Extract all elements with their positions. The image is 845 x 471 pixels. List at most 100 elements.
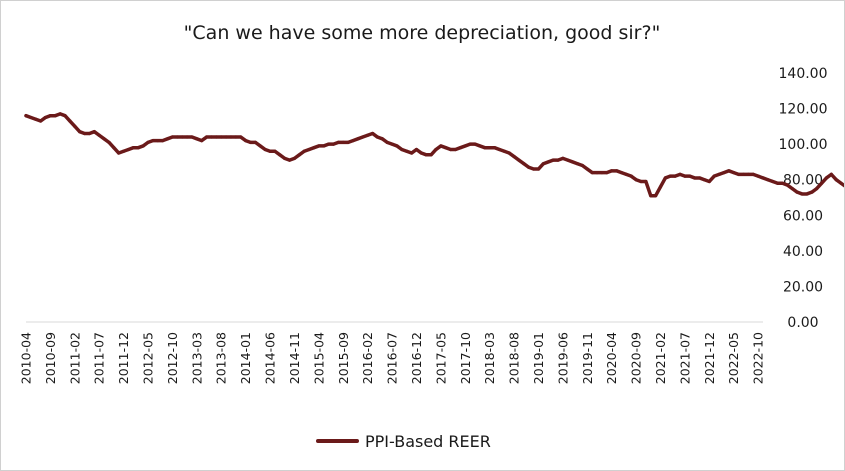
data-point — [507, 151, 511, 155]
data-point — [253, 140, 257, 144]
x-tick-label: 2011-12 — [116, 332, 131, 384]
data-point — [122, 149, 126, 153]
data-point — [600, 171, 604, 175]
legend: PPI-Based REER — [316, 432, 491, 451]
data-point — [405, 149, 409, 153]
data-point — [556, 158, 560, 162]
data-point — [370, 131, 375, 136]
data-point — [497, 147, 502, 152]
y-tick-label: 80.00 — [783, 173, 823, 189]
data-point — [683, 174, 687, 178]
data-point — [829, 172, 833, 176]
x-tick-label: 2021-12 — [702, 332, 717, 384]
data-point — [673, 174, 677, 178]
legend-label: PPI-Based REER — [365, 432, 491, 451]
data-point — [180, 135, 184, 139]
data-point — [24, 114, 28, 118]
data-point — [239, 135, 243, 139]
chart-title: "Can we have some more depreciation, goo… — [184, 22, 661, 44]
x-tick-label: 2013-03 — [189, 332, 204, 384]
data-point — [839, 181, 843, 185]
data-point — [492, 146, 497, 150]
data-point — [248, 140, 253, 144]
data-point — [58, 112, 62, 116]
data-point — [756, 174, 760, 178]
data-point — [707, 179, 711, 184]
data-point — [473, 142, 477, 146]
data-point — [224, 135, 228, 139]
data-point — [209, 135, 214, 139]
data-point — [190, 135, 194, 139]
data-point — [380, 137, 384, 141]
data-point — [624, 172, 628, 176]
data-point — [712, 174, 716, 178]
data-point — [73, 124, 77, 128]
data-point — [331, 142, 336, 146]
data-point — [366, 133, 370, 137]
data-point — [741, 172, 746, 176]
data-point — [785, 183, 790, 187]
data-point — [131, 146, 135, 150]
data-point — [97, 133, 101, 137]
data-point — [361, 135, 365, 139]
data-point — [449, 147, 453, 152]
data-point — [512, 154, 516, 159]
data-point — [595, 171, 599, 175]
data-point — [87, 131, 92, 136]
x-tick-label: 2015-09 — [336, 332, 351, 384]
x-tick-label: 2014-06 — [263, 332, 278, 384]
data-point — [800, 192, 804, 196]
x-tick-label: 2018-08 — [507, 332, 522, 384]
data-point — [605, 171, 609, 175]
data-point — [746, 172, 750, 176]
data-point — [219, 135, 223, 139]
data-point — [195, 137, 199, 141]
x-tick-label: 2017-10 — [458, 332, 473, 384]
data-point — [805, 192, 809, 196]
x-tick-label: 2019-11 — [580, 332, 595, 384]
data-point — [229, 135, 233, 139]
data-point — [658, 185, 663, 189]
data-point — [327, 142, 331, 146]
y-tick-label: 120.00 — [779, 102, 828, 118]
data-point — [527, 165, 531, 169]
data-point — [92, 130, 96, 134]
data-point — [727, 169, 731, 173]
x-tick-label: 2016-07 — [385, 332, 400, 384]
y-tick-label: 20.00 — [783, 279, 823, 295]
data-point — [517, 158, 521, 162]
data-point — [307, 147, 311, 152]
data-point — [824, 176, 829, 180]
data-point — [117, 151, 121, 155]
x-tick-label: 2016-12 — [409, 332, 424, 384]
x-tick-label: 2017-05 — [433, 332, 448, 384]
data-point — [204, 135, 209, 139]
data-point — [156, 138, 160, 143]
x-tick-label: 2020-04 — [604, 332, 619, 384]
data-point — [424, 153, 428, 157]
data-point — [200, 138, 204, 143]
data-point — [136, 146, 140, 150]
data-point — [414, 147, 419, 152]
x-tick-label: 2010-09 — [43, 332, 58, 384]
data-point — [141, 144, 145, 148]
data-point — [112, 146, 116, 150]
data-point — [292, 156, 297, 160]
x-tick-label: 2011-02 — [67, 332, 82, 384]
data-point — [551, 158, 555, 162]
data-point — [810, 190, 814, 194]
data-point — [234, 135, 238, 139]
data-point — [273, 149, 277, 153]
data-point — [571, 160, 575, 164]
data-point — [761, 176, 765, 180]
data-point — [644, 179, 648, 184]
data-point — [541, 162, 545, 166]
data-point — [566, 158, 570, 162]
data-point — [356, 137, 360, 141]
data-point — [287, 158, 292, 162]
data-point — [483, 146, 487, 150]
series-data-points — [24, 112, 843, 198]
data-point — [34, 117, 38, 121]
data-point — [434, 147, 438, 152]
